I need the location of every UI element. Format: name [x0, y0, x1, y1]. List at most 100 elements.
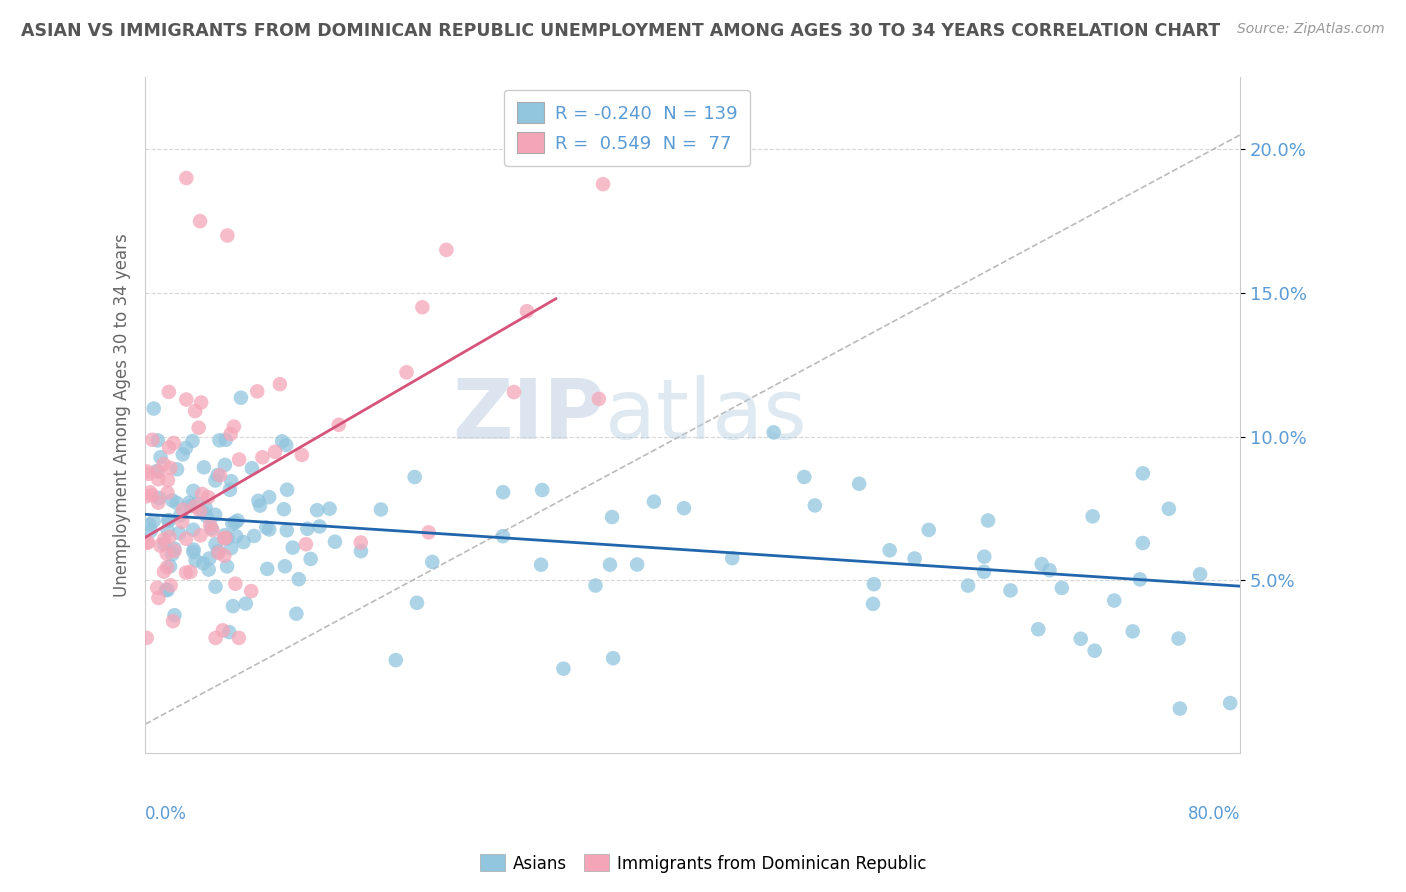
Point	[153, 565, 176, 579]
Point	[174, 566, 197, 580]
Point	[308, 519, 330, 533]
Point	[222, 419, 245, 434]
Y-axis label: Unemployment Among Ages 30 to 34 years: Unemployment Among Ages 30 to 34 years	[114, 234, 131, 597]
Point	[163, 541, 186, 556]
Point	[148, 472, 170, 486]
Point	[602, 651, 624, 665]
Point	[149, 450, 172, 465]
Point	[492, 485, 515, 500]
Point	[204, 474, 226, 488]
Point	[256, 562, 278, 576]
Point	[1129, 573, 1152, 587]
Point	[973, 549, 995, 564]
Point	[146, 434, 169, 448]
Point	[530, 558, 553, 572]
Point	[157, 441, 180, 455]
Point	[183, 542, 205, 557]
Point	[793, 470, 815, 484]
Point	[148, 591, 170, 605]
Point	[222, 599, 245, 614]
Point	[243, 529, 266, 543]
Text: Source: ZipAtlas.com: Source: ZipAtlas.com	[1237, 22, 1385, 37]
Point	[141, 433, 163, 447]
Point	[172, 502, 194, 516]
Point	[153, 533, 176, 547]
Point	[599, 558, 621, 572]
Point	[287, 572, 309, 586]
Point	[225, 529, 247, 543]
Point	[318, 501, 340, 516]
Point	[848, 476, 870, 491]
Point	[276, 524, 298, 538]
Point	[977, 514, 1000, 528]
Point	[404, 470, 426, 484]
Point	[273, 502, 295, 516]
Legend: R = -0.240  N = 139, R =  0.549  N =  77: R = -0.240 N = 139, R = 0.549 N = 77	[503, 90, 749, 166]
Point	[156, 524, 179, 538]
Point	[1031, 557, 1053, 571]
Point	[174, 441, 197, 455]
Point	[235, 597, 257, 611]
Point	[149, 539, 172, 553]
Point	[1219, 696, 1241, 710]
Text: 0.0%: 0.0%	[145, 805, 187, 822]
Point	[588, 392, 610, 406]
Point	[135, 489, 157, 503]
Point	[1050, 581, 1073, 595]
Point	[176, 171, 198, 186]
Point	[139, 485, 162, 500]
Point	[516, 304, 538, 318]
Point	[228, 631, 250, 645]
Point	[215, 433, 238, 447]
Point	[159, 559, 181, 574]
Point	[214, 531, 236, 545]
Point	[169, 508, 191, 522]
Point	[553, 662, 575, 676]
Point	[186, 496, 208, 510]
Point	[190, 395, 212, 409]
Point	[193, 460, 215, 475]
Point	[163, 436, 186, 450]
Point	[585, 578, 607, 592]
Point	[221, 475, 243, 489]
Point	[350, 535, 373, 549]
Point	[197, 563, 219, 577]
Point	[214, 458, 236, 472]
Point	[257, 490, 280, 504]
Point	[418, 525, 440, 540]
Point	[1157, 501, 1180, 516]
Point	[385, 653, 408, 667]
Point	[141, 488, 163, 502]
Point	[188, 214, 211, 228]
Point	[224, 576, 246, 591]
Point	[226, 514, 249, 528]
Point	[214, 528, 236, 542]
Point	[183, 545, 205, 559]
Point	[155, 582, 177, 597]
Point	[246, 384, 269, 399]
Point	[208, 468, 231, 483]
Point	[672, 501, 695, 516]
Point	[156, 547, 179, 561]
Point	[204, 580, 226, 594]
Point	[297, 522, 319, 536]
Text: atlas: atlas	[605, 375, 807, 456]
Point	[492, 529, 515, 543]
Point	[249, 499, 271, 513]
Point	[1038, 563, 1060, 577]
Point	[217, 228, 239, 243]
Point	[157, 513, 180, 527]
Point	[328, 417, 350, 432]
Point	[240, 584, 263, 599]
Point	[1026, 622, 1049, 636]
Point	[269, 377, 291, 392]
Point	[276, 438, 298, 452]
Point	[600, 510, 623, 524]
Point	[157, 513, 180, 527]
Point	[139, 524, 162, 538]
Point	[142, 514, 165, 528]
Point	[1122, 624, 1144, 639]
Point	[395, 365, 418, 379]
Point	[198, 551, 221, 566]
Point	[136, 467, 159, 481]
